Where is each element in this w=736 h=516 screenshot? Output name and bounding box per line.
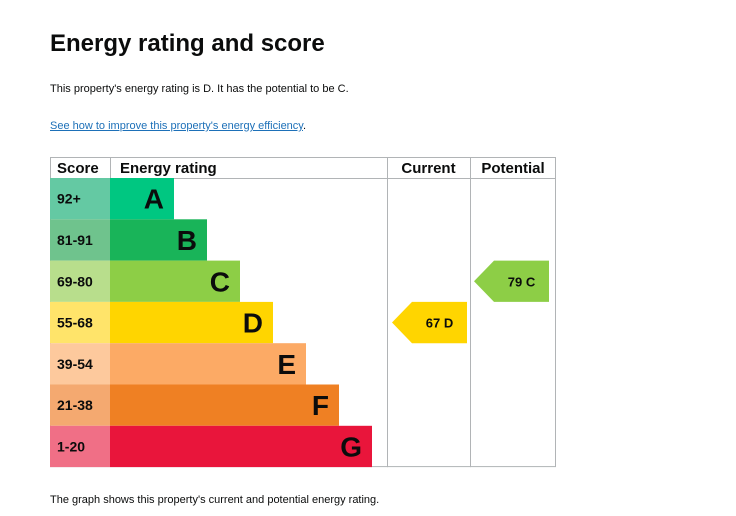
score-cell-d: [50, 301, 110, 344]
rating-letter-g: G: [340, 431, 362, 462]
score-cell-e: [50, 343, 110, 385]
rating-bar-a: [110, 178, 174, 220]
header-potential: Potential: [481, 160, 544, 177]
score-range-f: 21-38: [57, 397, 93, 413]
header-current: Current: [401, 160, 455, 177]
improve-efficiency-link[interactable]: See how to improve this property's energ…: [50, 120, 303, 132]
score-range-d: 55-68: [57, 315, 93, 331]
rating-bar-g: [110, 425, 372, 468]
current-rating-arrow: [392, 301, 467, 344]
score-range-b: 81-91: [57, 232, 93, 248]
current-rating-label: 67 D: [426, 316, 453, 331]
score-range-g: 1-20: [57, 438, 85, 454]
rating-bar-b: [110, 219, 207, 261]
graph-description: The graph shows this property's current …: [50, 494, 380, 506]
rating-letter-d: D: [243, 308, 263, 339]
score-cell-a: [50, 178, 110, 220]
rating-summary: This property's energy rating is D. It h…: [50, 83, 349, 95]
improve-link-container: See how to improve this property's energ…: [50, 119, 306, 133]
header-energy-rating: Energy rating: [120, 160, 217, 177]
header-score: Score: [57, 160, 99, 177]
rating-bar-d: [110, 301, 273, 344]
score-cell-c: [50, 260, 110, 302]
score-range-e: 39-54: [57, 356, 93, 372]
rating-bar-c: [110, 260, 240, 302]
score-cell-g: [50, 425, 110, 468]
rating-letter-a: A: [144, 184, 164, 215]
score-cell-b: [50, 219, 110, 261]
rating-letter-f: F: [312, 390, 329, 421]
score-cell-f: [50, 384, 110, 426]
page-title: Energy rating and score: [50, 30, 325, 57]
potential-rating-label: 79 C: [508, 274, 536, 289]
score-range-a: 92+: [57, 191, 81, 207]
rating-letter-e: E: [277, 349, 296, 380]
potential-rating-arrow: [474, 260, 549, 302]
rating-letter-c: C: [210, 266, 230, 297]
score-range-c: 69-80: [57, 273, 93, 289]
rating-bar-f: [110, 384, 339, 426]
improve-link-suffix: .: [302, 120, 307, 132]
rating-letter-b: B: [177, 225, 197, 256]
rating-bar-e: [110, 343, 306, 385]
